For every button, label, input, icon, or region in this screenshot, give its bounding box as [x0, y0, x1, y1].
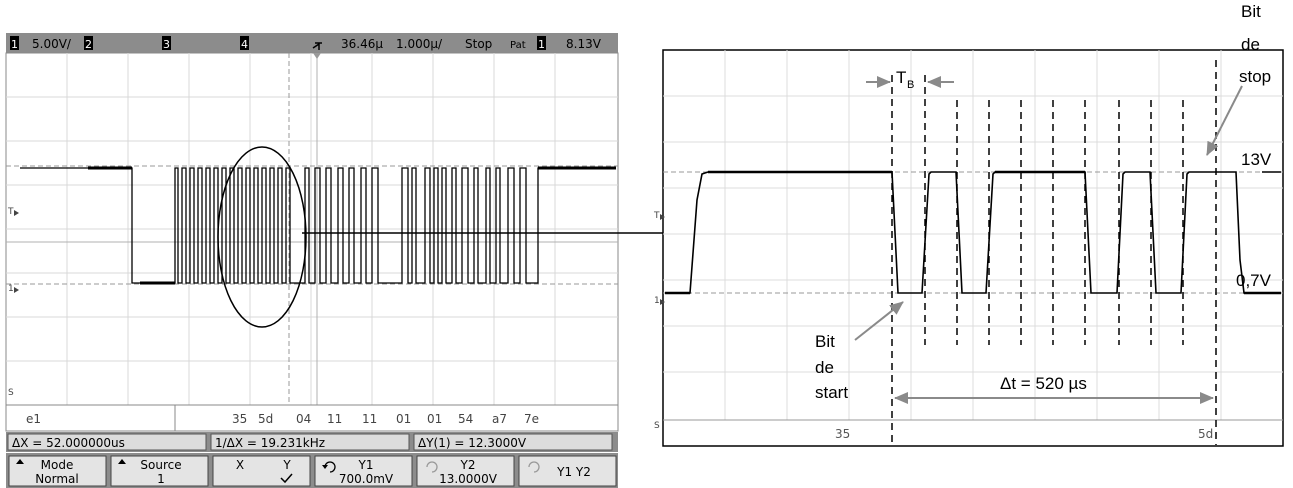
softkey-mode[interactable]: Mode Normal: [8, 455, 107, 487]
trigger-position-marker: [313, 53, 321, 59]
softkey-y1[interactable]: Y1 700.0mV: [314, 455, 413, 487]
softkey-y1y2[interactable]: Y1 Y2: [518, 455, 617, 487]
softkey-y2-title: Y2: [460, 458, 476, 472]
scope-screen: 1 5.00V/ 2 3 4 36.46µ 1.000µ/ Stop Pat 1…: [5, 33, 619, 488]
time-scale[interactable]: 1.000µ/: [396, 37, 443, 51]
trigger-source-badge[interactable]: [537, 36, 546, 50]
decode-byte: 5d: [258, 412, 273, 426]
decode-byte: 11: [327, 412, 342, 426]
scope-ground-marker-arrow: [14, 287, 19, 293]
level-high-label: 13V: [1241, 150, 1272, 169]
scope-cursors: [6, 53, 618, 405]
bit-stop-label-line1: Bit: [1241, 2, 1261, 21]
bit-stop-pointer: [1206, 85, 1243, 156]
ch1-scale[interactable]: 5.00V/: [32, 37, 72, 51]
zoom-serial-marker: S: [654, 421, 660, 431]
scope-trig-marker-arrow: [14, 210, 19, 216]
softkey-x-label: X: [236, 458, 244, 472]
softkey-source-title: Source: [140, 458, 181, 472]
ch2-badge[interactable]: [84, 36, 93, 50]
time-delay[interactable]: 36.46µ: [341, 37, 383, 51]
scope-waveform: [20, 167, 616, 284]
measurement-delta-x: ΔX = 52.000000us: [12, 436, 125, 450]
measurement-delta-y: ΔY(1) = 12.3000V: [418, 436, 527, 450]
softkey-y1-title: Y1: [358, 458, 374, 472]
measurement-delta-x-box: [7, 433, 207, 451]
ch4-number: 4: [241, 38, 248, 51]
zoom-ground-marker-arrow: [660, 299, 665, 305]
tb-label: T: [896, 68, 906, 87]
scope-serial-marker: S: [8, 388, 14, 398]
zoom-waveform-noise: [665, 170, 1281, 295]
zoom-decode-byte: 5d: [1198, 427, 1213, 441]
delta-t-label: Δt = 520 µs: [1000, 374, 1087, 393]
scope-center-ticks: [6, 53, 618, 405]
decode-byte: 7e: [524, 412, 539, 426]
ch1-number: 1: [11, 38, 18, 51]
trigger-edge-icon: [312, 42, 322, 50]
softkey-y2[interactable]: Y2 13.0000V: [416, 455, 515, 487]
bit-stop-label-line3: stop: [1239, 67, 1271, 86]
softkey-y2-value: 13.0000V: [439, 472, 498, 486]
level-low-label: 0,7V: [1236, 271, 1272, 290]
bit-start-pointer: [854, 301, 904, 341]
bit-start-label-line3: start: [815, 383, 848, 402]
softkey-y1-value: 700.0mV: [339, 472, 394, 486]
rotate-knob-icon: [426, 461, 438, 473]
run-state[interactable]: Stop: [465, 37, 492, 51]
ch3-badge[interactable]: [162, 36, 171, 50]
trigger-type[interactable]: Pat: [510, 40, 526, 51]
softkey-source-value: 1: [157, 472, 165, 486]
decode-byte: 11: [362, 412, 377, 426]
zoom-bit-boundaries: [891, 60, 1217, 445]
zoom-ground-marker: 1: [654, 296, 660, 306]
measurement-inv-delta-x-box: [210, 433, 410, 451]
softkey-y1y2-label: Y1 Y2: [556, 465, 591, 479]
rotate-knob-icon: [528, 461, 540, 473]
decode-byte: a7: [492, 412, 507, 426]
bit-start-label-line2: de: [815, 358, 834, 377]
zoom-trig-marker-arrow: [660, 214, 665, 220]
zoom-decode-byte: 35: [835, 427, 850, 441]
zoom-view: 35 5d T 1 S T B Δt = 520: [653, 2, 1284, 447]
scope-ground-marker: 1: [8, 284, 14, 294]
ch4-badge[interactable]: [240, 36, 249, 50]
arrow-up-icon: [16, 459, 24, 464]
decode-byte: 01: [396, 412, 411, 426]
trigger-source: 1: [538, 38, 545, 51]
scope-header-bar: [6, 33, 618, 53]
decode-byte: 35: [232, 412, 247, 426]
zoom-grid: [663, 50, 1283, 420]
scope-trig-marker: T: [7, 207, 14, 217]
zoom-region-ellipse: [217, 146, 307, 328]
decode-byte: 04: [296, 412, 311, 426]
measurement-inv-delta-x: 1/ΔX = 19.231kHz: [215, 436, 325, 450]
zoom-trig-marker: T: [653, 211, 660, 221]
ch1-badge[interactable]: [10, 36, 19, 50]
checkmark-icon: [280, 473, 293, 484]
rotate-knob-icon: [324, 461, 336, 473]
measurement-delta-y-box: [413, 433, 613, 451]
rotate-knob-arrow: [322, 465, 328, 469]
softkey-y-label: Y: [282, 458, 291, 472]
trigger-level[interactable]: 8.13V: [566, 37, 602, 51]
softkey-bar: [6, 453, 618, 488]
tb-label-subscript: B: [907, 79, 914, 91]
softkey-xy[interactable]: X Y: [212, 455, 311, 487]
softkey-mode-value: Normal: [35, 472, 78, 486]
ch2-number: 2: [85, 38, 92, 51]
bit-start-label-line1: Bit: [815, 332, 835, 351]
bit-stop-label-line2: de: [1241, 35, 1260, 54]
arrow-up-icon: [118, 459, 126, 464]
softkey-mode-title: Mode: [41, 458, 74, 472]
softkey-source[interactable]: Source 1: [110, 455, 209, 487]
decode-strip: [5, 404, 619, 432]
scope-waveform-noise: [88, 166, 616, 285]
decode-byte: 01: [427, 412, 442, 426]
decode-label: e1: [26, 412, 41, 426]
decode-byte: 54: [458, 412, 473, 426]
ch3-number: 3: [163, 38, 170, 51]
